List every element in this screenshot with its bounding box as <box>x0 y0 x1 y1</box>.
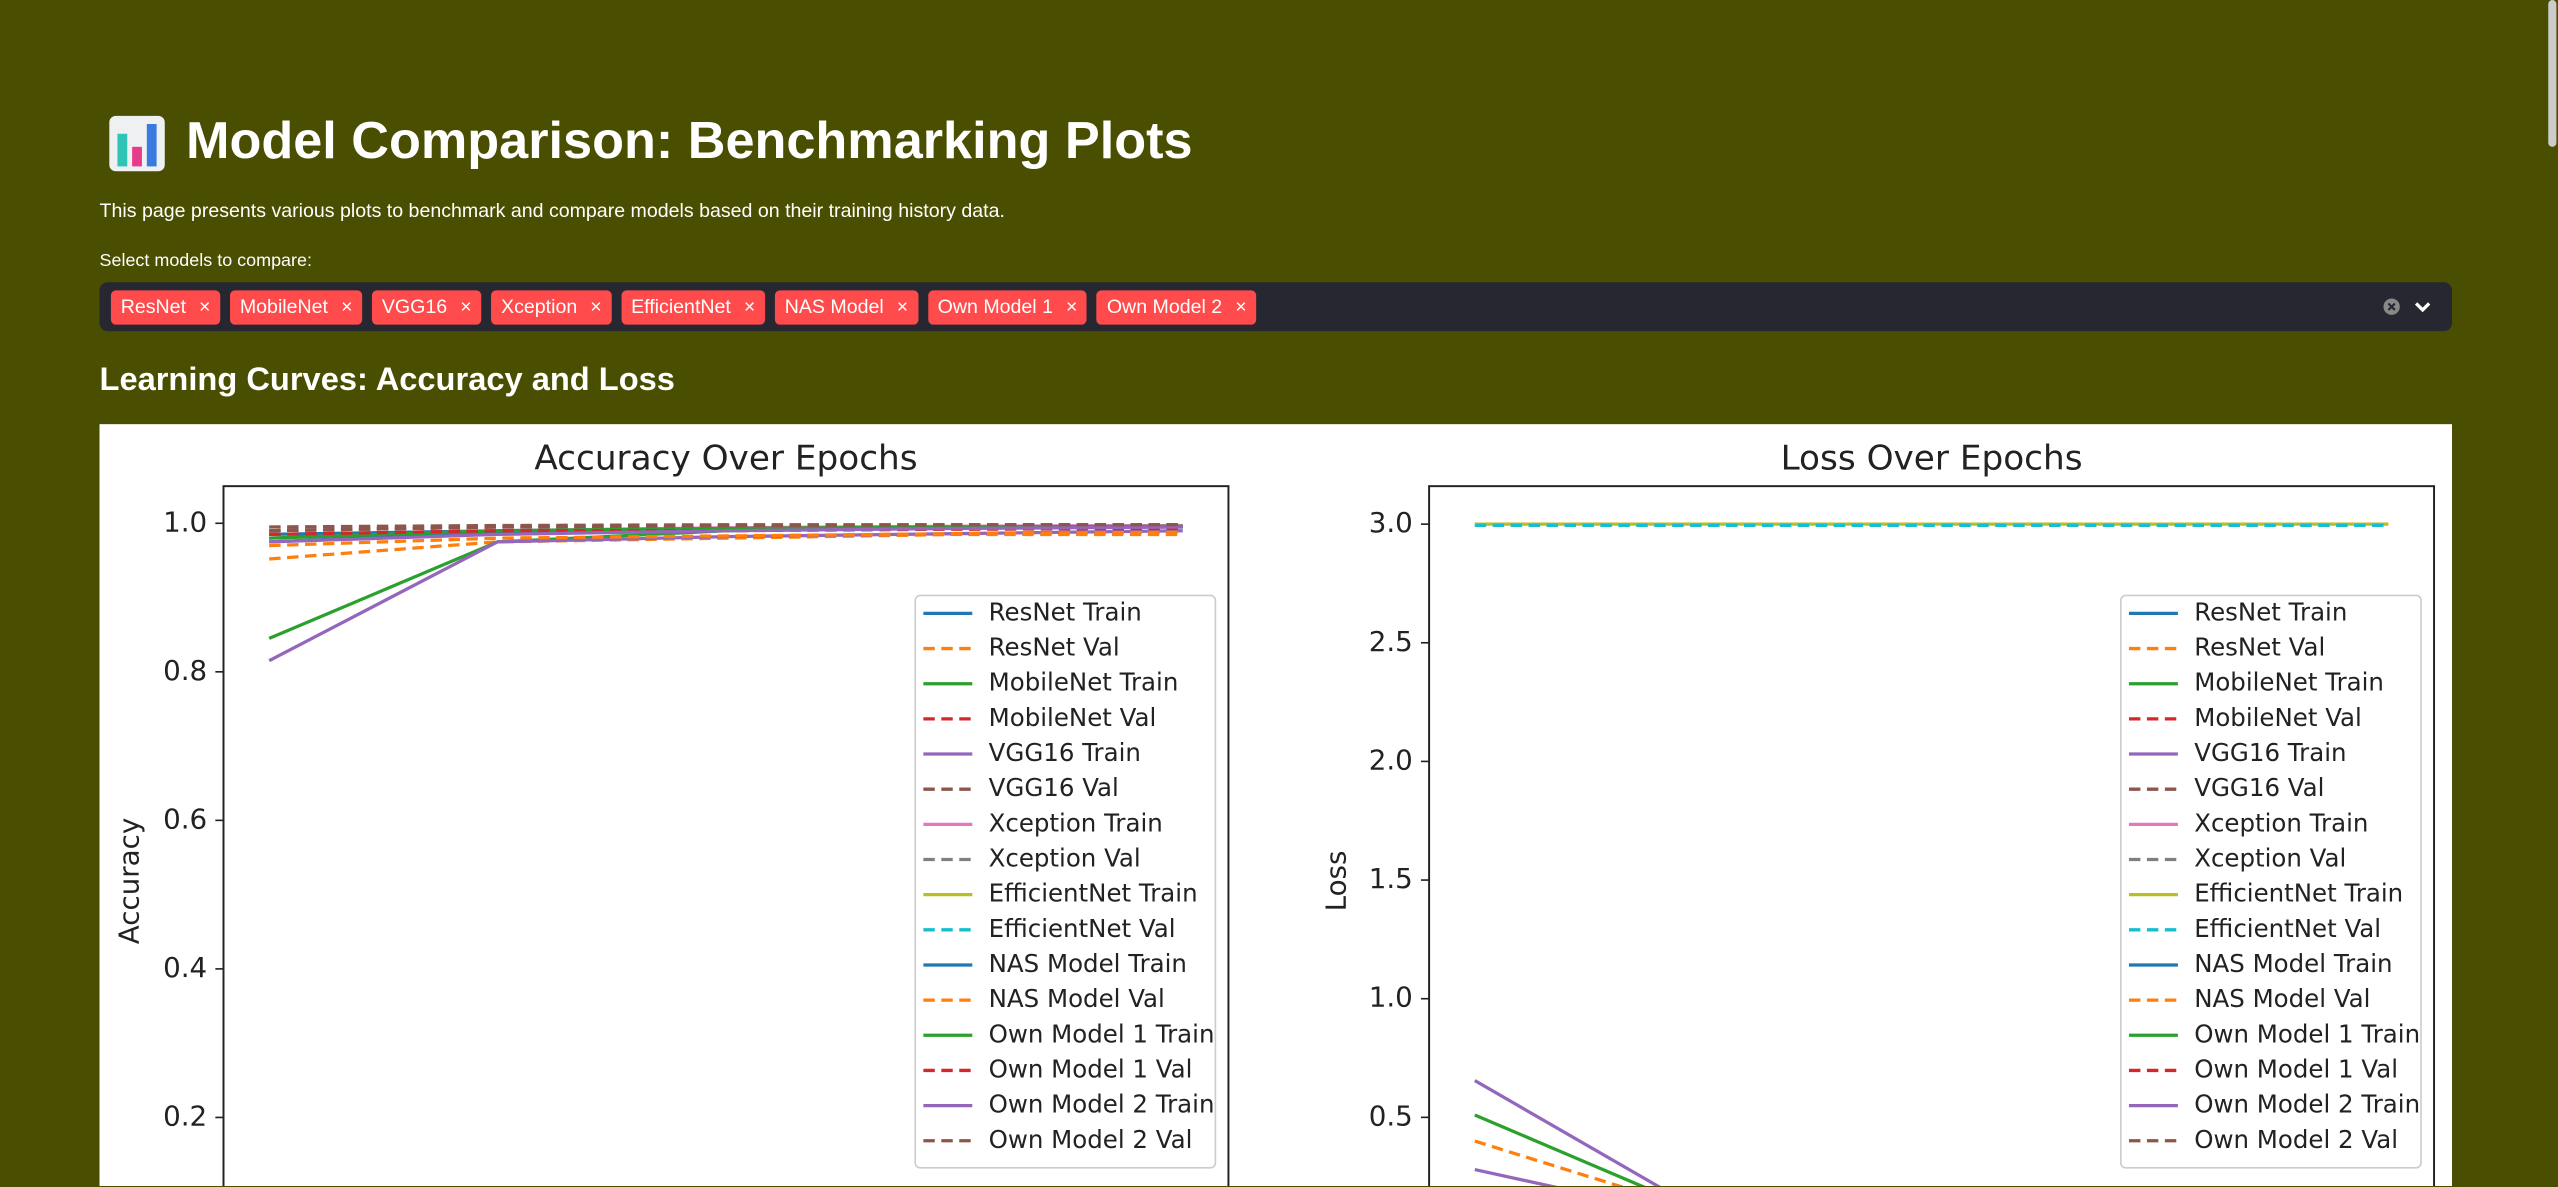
legend-label: MobileNet Val <box>2194 703 2362 732</box>
scrollbar[interactable] <box>2548 0 2557 147</box>
y-tick-label: 2.0 <box>1369 743 1413 776</box>
tag-remove[interactable]: × <box>1066 294 1078 318</box>
legend-box <box>2120 594 2422 1169</box>
chart-title: Accuracy Over Epochs <box>534 439 917 479</box>
legend-label: Xception Val <box>989 844 1141 873</box>
y-axis-label: Loss <box>1320 851 1353 912</box>
section-heading: Learning Curves: Accuracy and Loss <box>99 362 675 399</box>
description: This page presents various plots to benc… <box>99 199 1005 222</box>
legend-label: ResNet Val <box>989 633 1120 662</box>
legend-label: Xception Val <box>2194 844 2346 873</box>
select-label: Select models to compare: <box>99 251 312 271</box>
legend-label: Xception Train <box>989 808 1163 837</box>
legend-label: ResNet Train <box>2194 597 2347 626</box>
model-tag[interactable]: MobileNet × <box>230 289 363 324</box>
legend-label: Own Model 1 Val <box>989 1054 1193 1083</box>
legend-label: Own Model 2 Val <box>989 1125 1193 1154</box>
y-tick-label: 1.0 <box>163 505 207 538</box>
series-line <box>269 530 1183 548</box>
y-tick-label: 3.0 <box>1369 506 1413 539</box>
y-tick-label: 0.8 <box>163 654 207 687</box>
model-tag[interactable]: Own Model 1 × <box>927 289 1088 324</box>
y-tick-label: 0.2 <box>163 1099 207 1132</box>
legend-label: EfficientNet Val <box>989 914 1176 943</box>
tag-remove[interactable]: × <box>743 294 756 318</box>
tag-label: Xception <box>501 294 578 318</box>
model-tag[interactable]: NAS Model × <box>774 289 919 324</box>
model-tag[interactable]: ResNet × <box>110 289 221 324</box>
model-tag[interactable]: VGG16 × <box>372 289 482 324</box>
tag-remove[interactable]: × <box>341 294 353 318</box>
plot-frame <box>1428 485 2436 1187</box>
page-title: Model Comparison: Benchmarking Plots <box>185 110 1193 170</box>
plot-frame <box>222 485 1230 1187</box>
series-line <box>269 523 1183 533</box>
legend: ResNet Train ResNet Val MobileNet Train Mob… <box>914 594 1217 1169</box>
tag-remove[interactable]: × <box>1235 294 1247 318</box>
tag-remove[interactable]: × <box>896 294 909 318</box>
tag-label: NAS Model <box>784 294 884 318</box>
legend-label: VGG16 Val <box>2194 773 2324 802</box>
model-tag[interactable]: Xception × <box>491 289 612 324</box>
legend-label: NAS Model Val <box>2194 984 2370 1013</box>
model-tag[interactable]: EfficientNet × <box>621 289 766 324</box>
legend-label: NAS Model Train <box>2194 949 2392 978</box>
tag-remove[interactable]: × <box>460 294 472 318</box>
legend-label: EfficientNet Train <box>2194 879 2403 908</box>
tag-remove[interactable]: × <box>590 294 602 318</box>
tag-remove[interactable]: × <box>199 294 211 318</box>
legend-label: MobileNet Train <box>2194 668 2384 697</box>
legend-label: Own Model 1 Val <box>2194 1054 2398 1083</box>
y-tick-label: 1.5 <box>1369 862 1413 895</box>
model-tag[interactable]: Own Model 2 × <box>1097 289 1257 324</box>
chart-icon <box>109 115 165 172</box>
series-line <box>1473 1079 1661 1187</box>
series-line <box>1474 1113 1646 1187</box>
y-tick-label: 0.4 <box>163 951 207 984</box>
legend-label: VGG16 Val <box>989 773 1119 802</box>
tag-label: VGG16 <box>381 294 448 318</box>
y-tick-label: 2.5 <box>1369 625 1413 658</box>
tag-label: Own Model 2 <box>1106 294 1223 318</box>
legend-label: Own Model 2 Train <box>2194 1090 2420 1119</box>
y-tick-label: 0.6 <box>163 802 207 835</box>
legend-label: ResNet Train <box>989 597 1142 626</box>
legend-label: VGG16 Train <box>989 738 1141 767</box>
legend-label: EfficientNet Val <box>2194 914 2381 943</box>
legend-label: MobileNet Val <box>989 703 1157 732</box>
chart-title: Loss Over Epochs <box>1781 439 2083 479</box>
model-multiselect[interactable]: ResNet × MobileNet × VGG16 × Xception × Efficien… <box>99 282 2452 332</box>
legend-label: ResNet Val <box>2194 633 2325 662</box>
legend-label: VGG16 Train <box>2194 738 2346 767</box>
legend-label: Own Model 2 Train <box>989 1090 1215 1119</box>
y-tick-label: 0.5 <box>1369 1099 1413 1132</box>
y-tick-label: 1.0 <box>1369 981 1413 1014</box>
legend-label: Xception Train <box>2194 808 2368 837</box>
legend-label: Own Model 2 Val <box>2194 1125 2398 1154</box>
tag-label: EfficientNet <box>631 294 731 318</box>
legend-label: EfficientNet Train <box>989 879 1198 908</box>
tag-label: MobileNet <box>239 294 329 318</box>
legend-label: MobileNet Train <box>989 668 1179 697</box>
legend: ResNet Train ResNet Val MobileNet Train Mob… <box>2120 594 2422 1169</box>
legend-label: Own Model 1 Train <box>989 1019 1215 1048</box>
legend-label: NAS Model Train <box>989 949 1187 978</box>
legend-label: Own Model 1 Train <box>2194 1019 2420 1048</box>
legend-label: NAS Model Val <box>989 984 1165 1013</box>
y-axis-label: Accuracy <box>113 818 146 945</box>
legend-box <box>914 594 1217 1169</box>
tag-label: ResNet <box>120 294 187 318</box>
tag-label: Own Model 1 <box>937 294 1053 318</box>
series-line <box>269 525 1183 544</box>
select-controls[interactable] <box>2380 295 2439 318</box>
